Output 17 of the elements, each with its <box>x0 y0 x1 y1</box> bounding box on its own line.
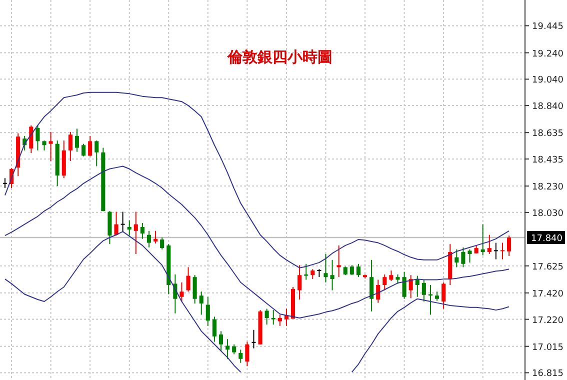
y-tick-label: 18.230 <box>532 182 564 193</box>
y-tick-label: 18.030 <box>532 208 564 219</box>
ref-line-label: 17.840 <box>531 234 563 244</box>
y-tick-label: 17.015 <box>532 342 564 353</box>
text: 倫敦銀四小時圖 <box>226 49 332 66</box>
line-series <box>4 92 510 268</box>
y-tick-label: 18.840 <box>532 102 564 112</box>
y-tick-label: 16.815 <box>532 369 564 380</box>
y-tick-label: 17.220 <box>532 316 564 326</box>
y-tick-label: 19.445 <box>532 22 564 32</box>
line-series <box>4 166 510 318</box>
y-tick-label: 18.635 <box>532 129 564 140</box>
y-tick-label: 19.040 <box>532 76 564 86</box>
y-tick-label: 17.420 <box>532 289 564 300</box>
y-tick-label: 19.240 <box>532 49 564 60</box>
y-tick-label: 17.625 <box>532 262 564 272</box>
y-tick-label: 18.435 <box>532 155 564 166</box>
